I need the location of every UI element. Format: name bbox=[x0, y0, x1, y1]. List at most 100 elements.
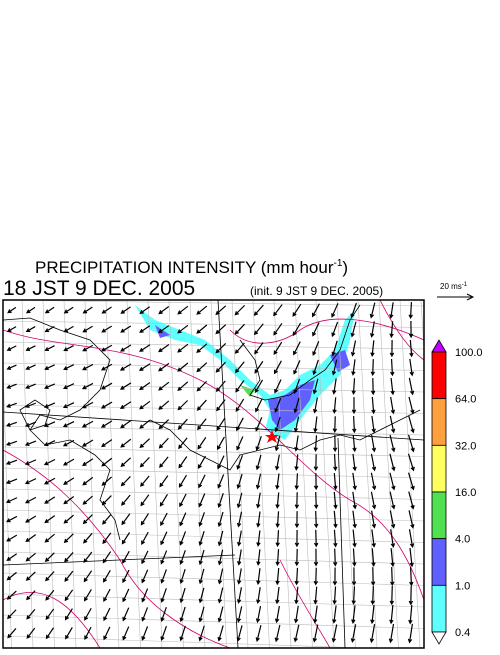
wind-vector bbox=[122, 626, 130, 641]
wind-vector bbox=[121, 513, 131, 526]
wind-vector bbox=[139, 382, 151, 391]
wind-vector bbox=[159, 493, 169, 507]
wind-vector bbox=[83, 589, 92, 602]
grid-line bbox=[189, 300, 206, 648]
wind-vector bbox=[293, 360, 301, 375]
wind-vector bbox=[25, 306, 36, 314]
wind-vector bbox=[236, 492, 243, 509]
wind-vector bbox=[139, 400, 151, 410]
wind-vector bbox=[198, 549, 205, 566]
wind-vector bbox=[100, 382, 113, 390]
wind-vector bbox=[82, 325, 93, 333]
wind-vector bbox=[101, 439, 113, 448]
wind-vector bbox=[63, 325, 74, 333]
wind-vector bbox=[274, 416, 281, 433]
wind-vector bbox=[312, 624, 319, 643]
colorbar-label: 16.0 bbox=[455, 487, 476, 499]
wind-vector bbox=[101, 476, 113, 486]
wind-vector bbox=[179, 493, 187, 508]
wind-vector bbox=[371, 415, 376, 434]
title: PRECIPITATION INTENSITY (mm hour-1) bbox=[35, 258, 348, 277]
wind-vector bbox=[63, 477, 75, 485]
grid-line bbox=[42, 300, 55, 648]
wind-vector bbox=[389, 604, 394, 625]
wind-vector bbox=[409, 566, 414, 587]
wind-vector bbox=[389, 302, 394, 319]
grid-line bbox=[3, 509, 424, 522]
wind-vector bbox=[119, 401, 132, 409]
wind-vector bbox=[139, 438, 151, 449]
wind-vector bbox=[101, 344, 113, 352]
wind-vector bbox=[64, 608, 73, 621]
wind-vector bbox=[217, 455, 225, 470]
wind-vector bbox=[81, 439, 94, 447]
wind-vector bbox=[313, 529, 319, 548]
grid-line bbox=[84, 300, 98, 648]
wind-vector bbox=[6, 345, 17, 351]
wind-vector bbox=[294, 454, 299, 471]
wind-vector bbox=[25, 534, 37, 543]
wind-vector bbox=[333, 491, 338, 510]
wind-vector bbox=[158, 362, 170, 372]
wind-vector bbox=[119, 382, 132, 390]
wind-vector bbox=[44, 496, 56, 504]
wind-vector bbox=[236, 530, 242, 547]
wind-vector bbox=[234, 342, 245, 354]
wind-vector bbox=[370, 378, 376, 396]
wind-vector bbox=[6, 364, 17, 370]
wind-vector bbox=[198, 568, 205, 585]
wind-vector bbox=[217, 530, 224, 547]
wind-vector bbox=[389, 340, 395, 358]
wind-vector bbox=[196, 324, 208, 334]
wind-vector bbox=[254, 379, 264, 394]
wind-vector bbox=[44, 533, 55, 543]
wind-vector bbox=[141, 607, 149, 622]
wind-vector bbox=[332, 586, 337, 605]
wind-vector bbox=[196, 362, 208, 373]
wind-vector bbox=[332, 435, 338, 453]
vector-scale-label: 20 ms-1 bbox=[440, 282, 468, 291]
wind-vector bbox=[351, 359, 356, 376]
wind-vector bbox=[196, 399, 207, 411]
wind-vector bbox=[45, 608, 55, 621]
wind-vector bbox=[292, 322, 302, 337]
wind-vector bbox=[273, 322, 283, 336]
grid-line bbox=[147, 300, 163, 648]
wind-vector bbox=[5, 497, 18, 504]
wind-vector bbox=[120, 344, 132, 352]
wind-vector bbox=[83, 570, 93, 583]
wind-vector bbox=[217, 493, 224, 508]
wind-vector bbox=[198, 587, 205, 604]
wind-vector bbox=[120, 457, 132, 468]
wind-vector bbox=[370, 453, 377, 472]
wind-vector bbox=[198, 606, 205, 623]
wind-vector bbox=[256, 568, 261, 585]
wind-vector bbox=[197, 418, 207, 431]
wind-vector bbox=[352, 434, 357, 453]
wind-vector bbox=[234, 304, 246, 316]
wind-vector bbox=[102, 551, 112, 564]
wind-vector bbox=[177, 324, 189, 334]
wind-vector bbox=[178, 456, 188, 469]
wind-vector bbox=[256, 587, 261, 605]
wind-vector bbox=[26, 627, 36, 639]
wind-vector bbox=[237, 568, 242, 585]
wind-vector bbox=[196, 343, 208, 353]
wind-vector bbox=[25, 515, 37, 523]
wind-vector bbox=[197, 437, 207, 450]
wind-vector bbox=[158, 381, 170, 391]
wind-vector bbox=[390, 548, 395, 568]
wind-vector bbox=[369, 302, 376, 319]
wind-vector bbox=[273, 341, 283, 355]
wind-vector bbox=[44, 383, 56, 390]
wind-vector bbox=[215, 380, 226, 393]
wind-vector bbox=[235, 380, 245, 393]
wind-vector bbox=[120, 306, 131, 314]
wind-vector bbox=[234, 323, 245, 335]
wind-vector bbox=[408, 320, 414, 339]
grid-line bbox=[3, 356, 12, 648]
wind-vector bbox=[24, 496, 37, 504]
wind-vector bbox=[160, 531, 168, 546]
wind-vector bbox=[409, 358, 414, 377]
grid-line bbox=[3, 614, 424, 629]
